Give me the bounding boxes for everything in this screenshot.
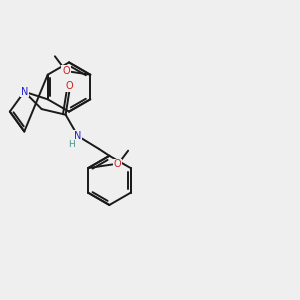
Text: O: O [114,159,122,170]
Text: H: H [68,140,75,149]
Text: O: O [62,66,70,76]
Text: N: N [21,87,28,97]
Text: O: O [65,81,73,91]
Text: N: N [74,131,82,141]
